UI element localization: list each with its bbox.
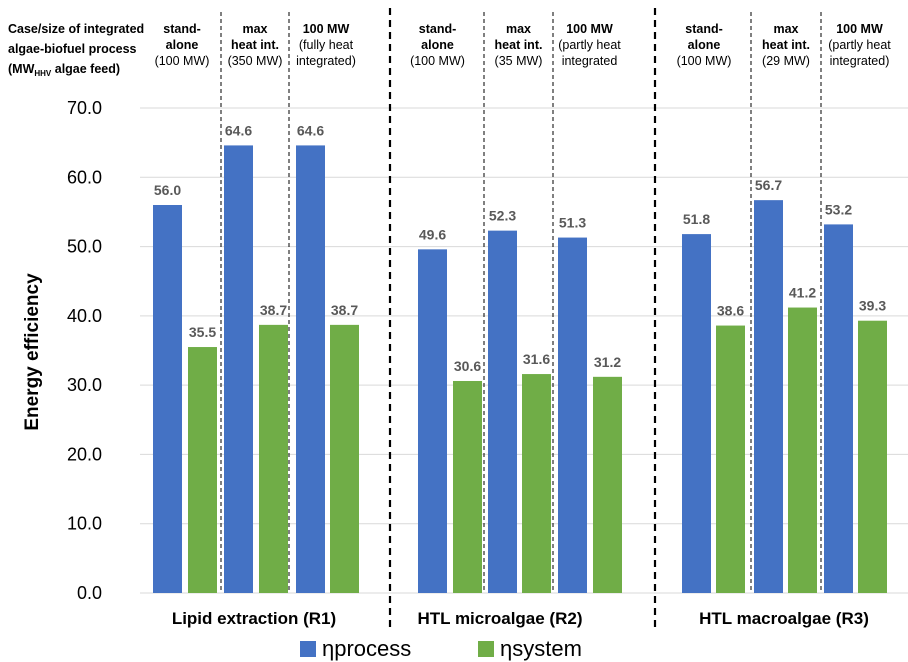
data-labels: 56.0 64.6 64.6 49.6 52.3 51.3 51.8 56.7 53.2 35.5… bbox=[154, 122, 886, 374]
bar-system bbox=[259, 324, 288, 593]
data-label-system: 39.3 bbox=[859, 298, 886, 314]
legend-label-process: ηprocess bbox=[322, 636, 411, 661]
bar-system bbox=[593, 376, 622, 593]
case-header-title: heat int. bbox=[495, 38, 543, 52]
case-header-detail: (100 MW) bbox=[410, 54, 465, 68]
bar-system bbox=[453, 380, 482, 593]
bar-process bbox=[824, 224, 853, 593]
y-tick-label: 70.0 bbox=[67, 98, 102, 118]
case-header-title: max bbox=[773, 22, 798, 36]
corner-unit-prefix: (MW bbox=[8, 62, 35, 76]
case-header-detail: (29 MW) bbox=[762, 54, 810, 68]
data-label-process: 51.8 bbox=[683, 211, 710, 227]
case-header-title: stand- bbox=[163, 22, 201, 36]
corner-label-line-2: algae-biofuel process bbox=[8, 42, 137, 56]
data-label-process: 64.6 bbox=[297, 122, 324, 138]
data-label-process: 64.6 bbox=[225, 122, 252, 138]
case-header-title: stand- bbox=[419, 22, 457, 36]
data-label-system: 38.7 bbox=[260, 302, 287, 318]
case-headers: stand-alone (100 MW) max heat int. (350 MW) 1… bbox=[155, 22, 892, 68]
case-header-detail: (35 MW) bbox=[495, 54, 543, 68]
data-label-system: 38.6 bbox=[717, 303, 744, 319]
y-tick-label: 30.0 bbox=[67, 375, 102, 395]
y-tick-label: 10.0 bbox=[67, 514, 102, 534]
legend-label-system: ηsystem bbox=[500, 636, 582, 661]
case-header-detail: (100 MW) bbox=[677, 54, 732, 68]
y-tick-label: 60.0 bbox=[67, 167, 102, 187]
data-label-process: 56.7 bbox=[755, 177, 782, 193]
case-header-title: alone bbox=[421, 38, 454, 52]
group-label: Lipid extraction (R1) bbox=[172, 609, 336, 628]
bars bbox=[153, 145, 887, 594]
case-header-title: alone bbox=[688, 38, 721, 52]
case-header-title: heat int. bbox=[231, 38, 279, 52]
case-header-detail: (100 MW) bbox=[155, 54, 210, 68]
case-header-detail: integrated bbox=[562, 54, 618, 68]
y-tick-label: 20.0 bbox=[67, 444, 102, 464]
legend-swatch-process bbox=[300, 641, 316, 657]
data-label-process: 49.6 bbox=[419, 226, 446, 242]
bar-process bbox=[488, 230, 517, 593]
data-label-process: 56.0 bbox=[154, 182, 181, 198]
case-header-title: heat int. bbox=[762, 38, 810, 52]
case-header-detail: (350 MW) bbox=[228, 54, 283, 68]
data-label-system: 41.2 bbox=[789, 285, 816, 301]
bar-system bbox=[522, 374, 551, 593]
case-header-detail: (partly heat bbox=[558, 38, 621, 52]
bar-system bbox=[716, 325, 745, 593]
case-header-title: 100 MW bbox=[566, 22, 613, 36]
group-labels: Lipid extraction (R1) HTL microalgae (R2)… bbox=[172, 609, 869, 628]
y-tick-labels: 0.0 10.0 20.0 30.0 40.0 50.0 60.0 70.0 bbox=[67, 98, 102, 603]
y-axis-title: Energy efficiency bbox=[22, 273, 43, 431]
case-header-detail: integrated) bbox=[296, 54, 356, 68]
y-tick-label: 50.0 bbox=[67, 237, 102, 257]
case-header-title: max bbox=[506, 22, 531, 36]
group-label: HTL microalgae (R2) bbox=[417, 609, 582, 628]
corner-unit-sub: HHV bbox=[34, 69, 52, 78]
bar-system bbox=[858, 320, 887, 593]
case-header-detail: (partly heat bbox=[828, 38, 891, 52]
data-label-system: 38.7 bbox=[331, 302, 358, 318]
case-header-detail: (fully heat bbox=[299, 38, 354, 52]
data-label-process: 51.3 bbox=[559, 215, 586, 231]
data-label-system: 31.2 bbox=[594, 354, 621, 370]
bar-system bbox=[788, 307, 817, 593]
bar-process bbox=[558, 237, 587, 594]
legend-swatch-system bbox=[478, 641, 494, 657]
bar-system bbox=[330, 324, 359, 593]
corner-label-line-3: (MWHHV algae feed) bbox=[8, 62, 120, 78]
legend: ηprocess ηsystem bbox=[300, 636, 582, 661]
case-header-detail: integrated) bbox=[830, 54, 890, 68]
corner-label-line-1: Case/size of integrated bbox=[8, 22, 144, 36]
case-header-title: 100 MW bbox=[303, 22, 350, 36]
bar-process bbox=[418, 249, 447, 594]
bar-process bbox=[296, 145, 325, 593]
corner-unit-suffix: algae feed) bbox=[51, 62, 120, 76]
group-label: HTL macroalgae (R3) bbox=[699, 609, 869, 628]
y-tick-label: 0.0 bbox=[77, 583, 102, 603]
data-label-process: 53.2 bbox=[825, 201, 852, 217]
case-header-title: 100 MW bbox=[836, 22, 883, 36]
bar-process bbox=[153, 205, 182, 593]
data-label-process: 52.3 bbox=[489, 208, 516, 224]
case-header-title: alone bbox=[166, 38, 199, 52]
y-tick-label: 40.0 bbox=[67, 306, 102, 326]
bar-process bbox=[224, 145, 253, 593]
corner-label: Case/size of integrated algae-biofuel pr… bbox=[8, 22, 144, 78]
case-header-title: max bbox=[242, 22, 267, 36]
bar-process bbox=[754, 200, 783, 593]
case-separators bbox=[220, 8, 822, 627]
case-header-title: stand- bbox=[685, 22, 723, 36]
data-label-system: 30.6 bbox=[454, 358, 481, 374]
bar-system bbox=[188, 347, 217, 593]
data-label-system: 35.5 bbox=[189, 324, 216, 340]
bar-process bbox=[682, 234, 711, 593]
data-label-system: 31.6 bbox=[523, 351, 550, 367]
